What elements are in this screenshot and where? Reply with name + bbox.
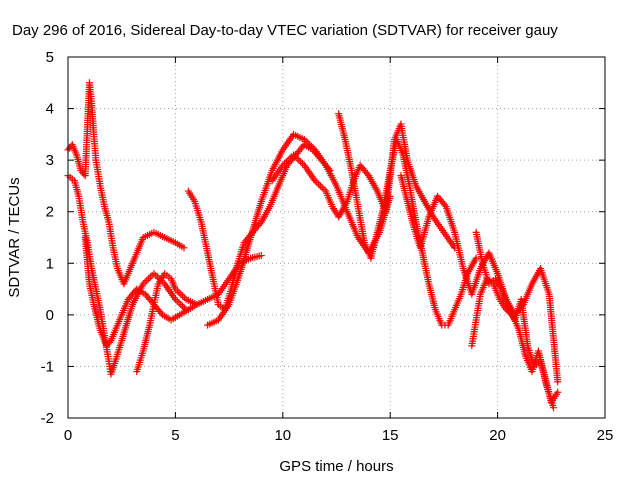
- data-point-fill: [146, 273, 154, 281]
- y-tick-label: -2: [41, 410, 54, 427]
- x-tick-label: 20: [489, 427, 506, 444]
- data-markers: [64, 79, 562, 412]
- data-point: [257, 252, 265, 260]
- data-point-fill: [284, 156, 292, 164]
- data-point-fill: [297, 158, 305, 166]
- data-point: [554, 378, 562, 386]
- data-point: [180, 244, 188, 252]
- data-point-fill: [313, 178, 321, 186]
- data-point-fill: [295, 156, 303, 164]
- y-axis-title: SDTVAR / TECUs: [6, 177, 23, 297]
- y-tick-label: 4: [46, 101, 54, 118]
- y-tick-label: 3: [46, 152, 54, 169]
- data-point: [554, 388, 562, 396]
- data-point-fill: [315, 180, 323, 188]
- plot-frame: [67, 56, 606, 419]
- data-point-fill: [316, 182, 324, 190]
- chart-title: Day 296 of 2016, Sidereal Day-to-day VTE…: [12, 22, 558, 39]
- data-point: [472, 254, 480, 262]
- data-point-fill: [143, 276, 151, 284]
- data-point-fill: [157, 309, 165, 317]
- data-point-fill: [179, 292, 187, 300]
- data-point-fill: [175, 299, 183, 307]
- data-point-fill: [152, 271, 160, 279]
- data-point-fill: [177, 301, 185, 309]
- data-point-fill: [256, 220, 264, 228]
- x-tick-label: 0: [64, 427, 72, 444]
- data-point-fill: [173, 297, 181, 305]
- y-tick-label: -1: [41, 358, 54, 375]
- data-point-fill: [318, 184, 326, 192]
- data-point: [150, 270, 158, 278]
- x-tick-label: 15: [382, 427, 399, 444]
- data-point: [549, 404, 557, 412]
- axis-ticks: 0 5 10 15 20 25 -2 -1 0 1 2 3 4 5: [41, 49, 614, 444]
- data-point-fill: [441, 201, 449, 209]
- y-tick-label: 5: [46, 49, 54, 66]
- grid: [68, 57, 605, 418]
- y-tick-label: 0: [46, 307, 54, 324]
- data-point-fill: [298, 160, 306, 168]
- data-point-fill: [175, 289, 183, 297]
- data-point-fill: [106, 338, 114, 346]
- x-tick-label: 5: [171, 427, 179, 444]
- y-tick-label: 2: [46, 204, 54, 221]
- data-point-fill: [145, 275, 153, 283]
- data-point-fill: [179, 302, 187, 310]
- data-point-fill: [177, 290, 185, 298]
- data-point-fill: [363, 170, 371, 178]
- x-axis-title: GPS time / hours: [279, 458, 393, 475]
- x-tick-label: 25: [597, 427, 614, 444]
- y-tick-label: 1: [46, 255, 54, 272]
- x-tick-label: 10: [274, 427, 291, 444]
